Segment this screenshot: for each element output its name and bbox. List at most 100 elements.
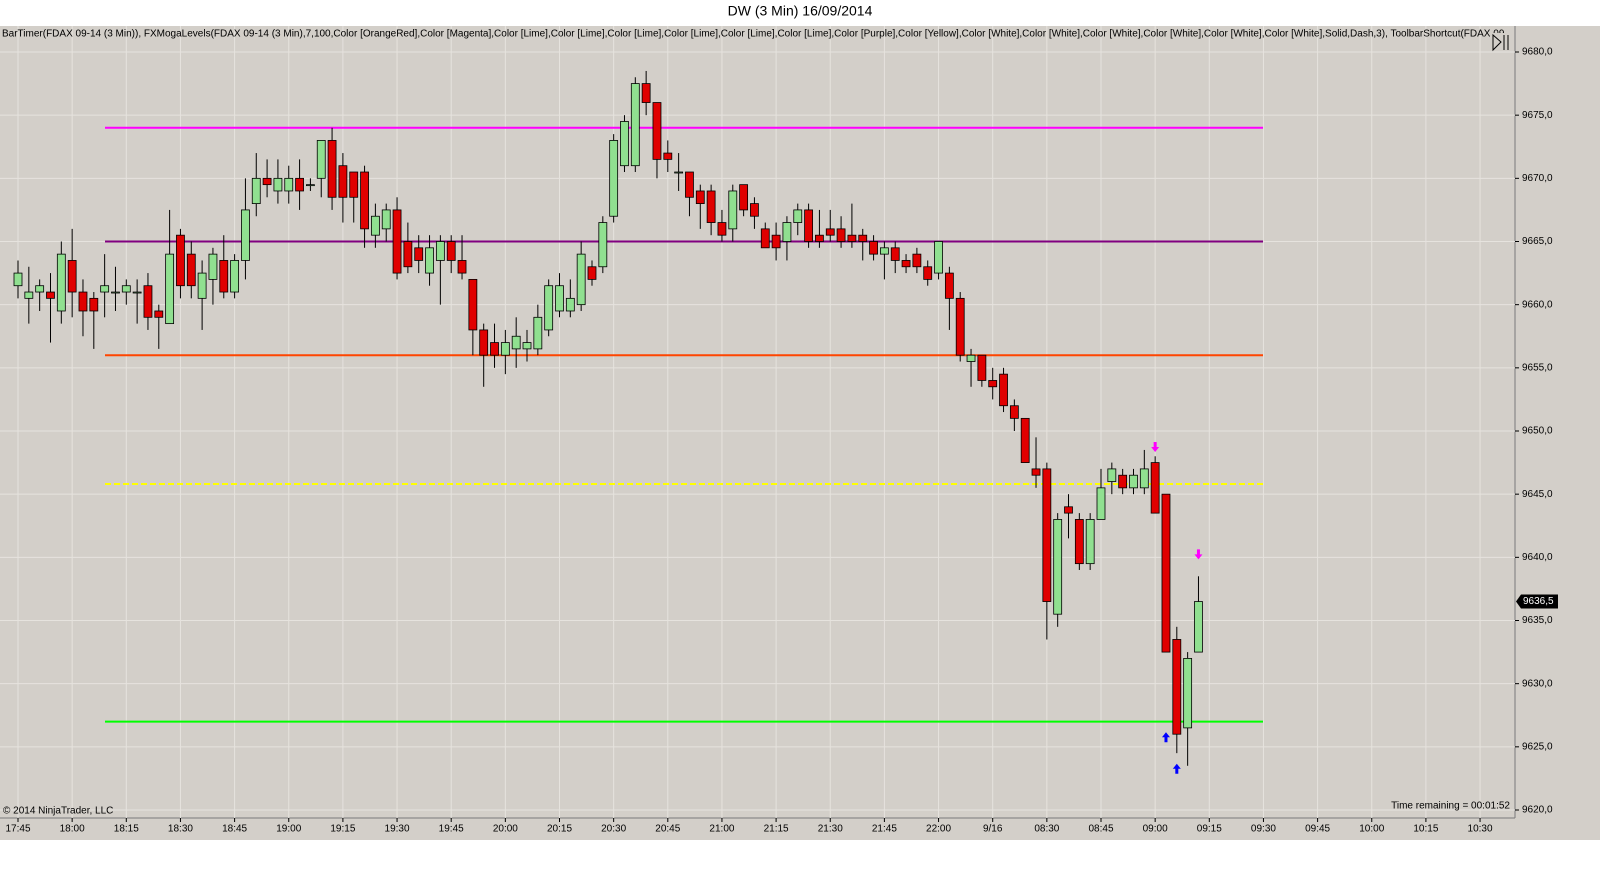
x-tick-label: 18:45 <box>222 824 247 835</box>
x-tick-label: 20:45 <box>655 824 680 835</box>
x-tick-label: 10:30 <box>1468 824 1493 835</box>
candle-body <box>695 190 705 204</box>
candle-body <box>1172 639 1182 735</box>
candle-body <box>403 241 413 268</box>
x-tick-label: 09:00 <box>1143 824 1168 835</box>
y-tick-label: 9680,0 <box>1522 47 1553 58</box>
candle-body <box>435 241 445 261</box>
candle-body <box>479 329 489 356</box>
candle-body <box>24 291 34 299</box>
candle-body <box>414 247 424 261</box>
candle-body <box>360 171 369 230</box>
candle-body <box>316 140 326 179</box>
candle-body <box>143 285 153 318</box>
y-tick-label: 9620,0 <box>1522 805 1553 816</box>
x-tick-label: 19:00 <box>276 824 301 835</box>
toolbar-icon-arrow[interactable] <box>1492 33 1502 52</box>
candle-body <box>56 253 66 312</box>
candle-body <box>630 83 640 167</box>
candle-body <box>576 253 586 306</box>
signal-arrow <box>1161 732 1170 743</box>
candle-body <box>706 190 716 223</box>
candle-body <box>782 222 792 242</box>
x-tick-label: 19:15 <box>330 824 355 835</box>
x-tick-label: 09:45 <box>1305 824 1330 835</box>
candle-body <box>381 209 391 230</box>
x-tick-label: 9/16 <box>983 824 1003 835</box>
candle-body <box>533 316 543 350</box>
candle-body <box>1009 405 1019 419</box>
candle-body <box>208 253 218 280</box>
candle-body <box>999 373 1008 407</box>
x-tick-label: 22:00 <box>926 824 951 835</box>
candle-body <box>1107 468 1117 482</box>
candle-body <box>1194 601 1203 653</box>
toolbar-icon[interactable] <box>1490 33 1510 52</box>
candle-body <box>750 203 759 217</box>
candle-body <box>241 209 250 261</box>
y-tick-label: 9640,0 <box>1522 552 1553 563</box>
candle-body <box>446 241 456 261</box>
candle-body <box>934 241 943 274</box>
candle-body <box>663 152 673 160</box>
candles <box>13 70 1203 774</box>
candle-body <box>176 234 185 287</box>
last-price-marker <box>1516 594 1558 609</box>
candle-body <box>1053 519 1063 615</box>
toolbar-icon-bg[interactable] <box>1490 33 1510 51</box>
candle-body <box>1074 519 1084 565</box>
candle-body <box>111 291 120 294</box>
candle-body <box>804 209 813 242</box>
candle-body <box>197 272 207 299</box>
candle-body <box>988 380 998 388</box>
candle-body <box>284 177 294 192</box>
x-axis-area <box>0 818 1600 840</box>
candle-body <box>78 291 88 312</box>
y-tick-label: 9665,0 <box>1522 236 1553 247</box>
candle-body <box>858 234 868 242</box>
candle-body <box>1085 519 1095 565</box>
x-tick-label: 21:45 <box>872 824 897 835</box>
candle-body <box>739 184 749 211</box>
candle-body <box>652 102 662 160</box>
candle-body <box>219 260 229 293</box>
candle-body <box>67 260 77 293</box>
levels <box>105 126 1263 723</box>
signal-arrow <box>1194 549 1203 560</box>
signal-arrow <box>1151 441 1160 452</box>
candle-body <box>13 272 23 287</box>
candle-body <box>262 177 272 186</box>
y-tick-label: 9670,0 <box>1522 173 1553 184</box>
candle-body <box>306 184 315 187</box>
candle-body <box>500 342 510 356</box>
candle-body <box>46 291 55 299</box>
x-tick-label: 09:15 <box>1197 824 1222 835</box>
candle-body <box>1042 468 1052 602</box>
x-tick-label: 18:00 <box>60 824 85 835</box>
candle-body <box>1096 487 1106 520</box>
candle-body <box>490 342 499 356</box>
candle-body <box>609 140 619 217</box>
x-tick-label: 17:45 <box>5 824 30 835</box>
candle-body <box>338 165 348 198</box>
labels: 9680,0 9675,0 9670,0 9665,0 9660,0 9655,0 9650… <box>5 47 1558 835</box>
candle-body <box>230 260 240 293</box>
candle-body <box>620 121 629 167</box>
candle-body <box>522 342 532 350</box>
candle-body <box>923 266 933 280</box>
indicator-clip: BarTimer(FDAX 09-14 (3 Min)), FXMogaLeve… <box>2 29 1505 40</box>
candle-body <box>1118 474 1128 489</box>
candle-body <box>565 297 575 312</box>
x-tick-label: 10:15 <box>1413 824 1438 835</box>
candle-body <box>1161 493 1171 653</box>
x-tick-label: 10:00 <box>1359 824 1384 835</box>
x-tick-label: 21:00 <box>709 824 734 835</box>
candle-body <box>717 222 727 236</box>
candle-body <box>955 297 965 356</box>
candle-body <box>121 285 131 293</box>
candle-body <box>165 253 175 325</box>
candle-body <box>793 209 803 223</box>
chart-title: DW (3 Min) 16/09/2014 <box>728 3 873 19</box>
